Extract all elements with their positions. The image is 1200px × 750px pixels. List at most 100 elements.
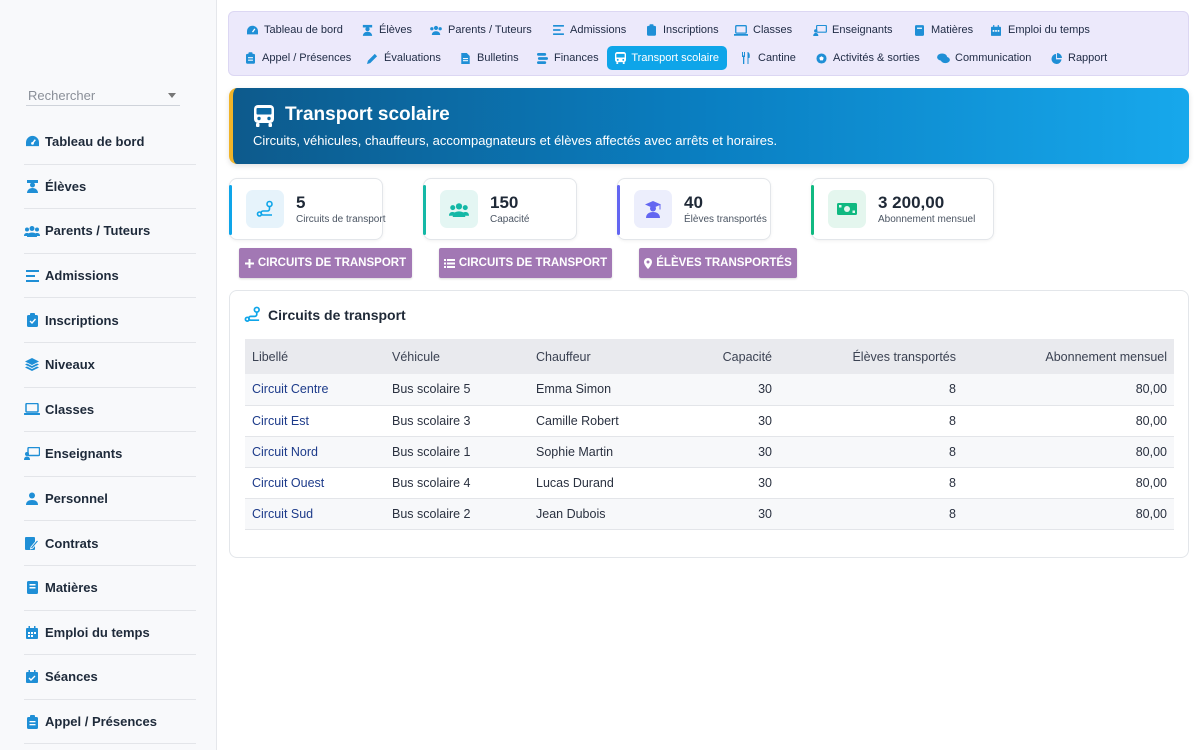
sidebar-item-label: Admissions [45, 268, 119, 284]
cell-chauffeur: Jean Dubois [529, 498, 669, 530]
list-icon [551, 24, 565, 36]
tab-matieres[interactable]: Matières [904, 18, 981, 42]
tab-classes[interactable]: Classes [726, 18, 800, 42]
column-header-libelle[interactable]: Libellé [252, 349, 289, 364]
sidebar-item-personnel[interactable]: Personnel [24, 477, 196, 522]
tab-evaluations[interactable]: Évaluations [357, 46, 449, 70]
ball-icon [814, 52, 828, 64]
cell-vehicule: Bus scolaire 2 [385, 498, 529, 530]
sidebar-item-inscriptions[interactable]: Inscriptions [24, 298, 196, 343]
stat-label: Capacité [490, 214, 530, 225]
users-icon [429, 24, 443, 36]
tab-label: Transport scolaire [631, 52, 719, 64]
circuit-link[interactable]: Circuit Centre [245, 374, 385, 406]
sidebar-item-label: Appel / Présences [45, 714, 157, 730]
circuit-link[interactable]: Circuit Est [245, 405, 385, 437]
cell-capacite: 30 [669, 498, 779, 530]
eleves-transportes-button[interactable]: ÉLÈVES TRANSPORTÉS [639, 248, 797, 278]
column-header-vehicule[interactable]: Véhicule [392, 349, 440, 364]
sidebar-item-matieres[interactable]: Matières [24, 566, 196, 611]
tab-label: Inscriptions [663, 24, 719, 36]
calendar-icon [24, 625, 40, 639]
tab-rapport[interactable]: Rapport [1041, 46, 1115, 70]
tab-parents[interactable]: Parents / Tuteurs [421, 18, 540, 42]
cell-capacite: 30 [669, 374, 779, 406]
column-header-eleves[interactable]: Élèves transportés [852, 349, 956, 364]
cell-abonnement: 80,00 [963, 498, 1174, 530]
cell-chauffeur: Sophie Martin [529, 436, 669, 468]
tab-label: Rapport [1068, 52, 1108, 64]
utensils-icon [739, 52, 753, 64]
column-header-chauffeur[interactable]: Chauffeur [536, 349, 591, 364]
gauge-icon [245, 24, 259, 36]
tab-inscriptions[interactable]: Inscriptions [636, 18, 727, 42]
sidebar: Rechercher Tableau de bord Élèves Parent… [0, 0, 217, 750]
sidebar-item-seances[interactable]: Séances [24, 655, 196, 700]
sidebar-item-parents[interactable]: Parents / Tuteurs [24, 209, 196, 254]
search-select[interactable]: Rechercher [26, 85, 180, 106]
sidebar-item-niveaux[interactable]: Niveaux [24, 343, 196, 388]
cell-abonnement: 80,00 [963, 374, 1174, 406]
sidebar-item-label: Enseignants [45, 446, 123, 462]
stat-value: 5 [296, 193, 306, 212]
tab-activites[interactable]: Activités & sorties [806, 46, 928, 70]
tab-admissions[interactable]: Admissions [543, 18, 634, 42]
column-header-capacite[interactable]: Capacité [722, 349, 772, 364]
list-icon [443, 258, 455, 268]
contract-icon [24, 536, 40, 550]
stat-card-abonnement: 3 200,00 Abonnement mensuel [811, 178, 994, 240]
tab-label: Matières [931, 24, 974, 36]
add-circuit-button[interactable]: CIRCUITS DE TRANSPORT [239, 248, 412, 278]
money-icon [828, 190, 866, 228]
sidebar-item-label: Élèves [45, 178, 87, 194]
cell-capacite: 30 [669, 436, 779, 468]
list-circuits-button[interactable]: CIRCUITS DE TRANSPORT [439, 248, 612, 278]
sidebar-item-contrats[interactable]: Contrats [24, 521, 196, 566]
tab-cantine[interactable]: Cantine [731, 46, 804, 70]
sidebar-item-label: Contrats [45, 535, 99, 551]
panel-title: Circuits de transport [268, 307, 406, 323]
tab-transport-scolaire[interactable]: Transport scolaire [607, 46, 727, 70]
calendar-icon [989, 24, 1003, 36]
tab-appel[interactable]: Appel / Présences [235, 46, 359, 70]
circuit-link[interactable]: Circuit Ouest [245, 467, 385, 499]
tab-label: Communication [955, 52, 1032, 64]
page-subtitle: Circuits, véhicules, chauffeurs, accompa… [253, 133, 778, 148]
teacher-icon [813, 24, 827, 36]
table-row: Circuit Ouest Bus scolaire 4 Lucas Duran… [245, 467, 1174, 499]
stat-accent [811, 185, 814, 235]
clipboard-list-icon [24, 714, 40, 729]
laptop-icon [24, 402, 40, 416]
column-header-abonnement[interactable]: Abonnement mensuel [1045, 349, 1167, 364]
sidebar-item-label: Matières [45, 580, 98, 596]
map-pin-icon [644, 257, 653, 269]
tab-finances[interactable]: Finances [527, 46, 607, 70]
sidebar-item-label: Emploi du temps [45, 624, 150, 640]
circuit-link[interactable]: Circuit Nord [245, 436, 385, 468]
table-row: Circuit Est Bus scolaire 3 Camille Rober… [245, 405, 1174, 437]
sidebar-item-appel[interactable]: Appel / Présences [24, 700, 196, 745]
stat-card-circuits: 5 Circuits de transport [229, 178, 385, 240]
tab-communication[interactable]: Communication [928, 46, 1039, 70]
sidebar-item-emploi-du-temps[interactable]: Emploi du temps [24, 611, 196, 656]
cell-abonnement: 80,00 [963, 436, 1174, 468]
table-row: Circuit Centre Bus scolaire 5 Emma Simon… [245, 374, 1174, 406]
sidebar-item-classes[interactable]: Classes [24, 388, 196, 433]
tab-enseignants[interactable]: Enseignants [805, 18, 901, 42]
sidebar-item-tableau-de-bord[interactable]: Tableau de bord [24, 120, 196, 165]
table-row: Circuit Nord Bus scolaire 1 Sophie Marti… [245, 436, 1174, 468]
tab-label: Admissions [570, 24, 627, 36]
sidebar-item-admissions[interactable]: Admissions [24, 254, 196, 299]
users-icon [440, 190, 478, 228]
tab-label: Élèves [379, 24, 413, 36]
list-icon [24, 269, 40, 283]
sidebar-item-eleves[interactable]: Élèves [24, 165, 196, 210]
chevron-down-icon[interactable] [168, 93, 176, 98]
tab-emploi-du-temps[interactable]: Emploi du temps [981, 18, 1098, 42]
tab-eleves[interactable]: Élèves [352, 18, 420, 42]
tab-bulletins[interactable]: Bulletins [450, 46, 527, 70]
tab-tableau-de-bord[interactable]: Tableau de bord [237, 18, 351, 42]
circuit-link[interactable]: Circuit Sud [245, 498, 385, 530]
stat-value: 150 [490, 193, 519, 212]
sidebar-item-enseignants[interactable]: Enseignants [24, 432, 196, 477]
